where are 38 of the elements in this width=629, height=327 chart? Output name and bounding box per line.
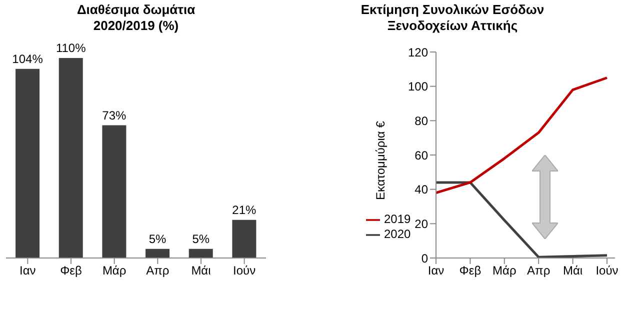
x-tick-label: Απρ [527, 264, 550, 278]
bar [232, 220, 256, 258]
y-tick-label: 0 [421, 251, 428, 266]
bar [58, 58, 83, 258]
data-label: 73% [102, 108, 127, 122]
y-tick-label: 60 [414, 148, 428, 162]
y-tick-label: 20 [414, 216, 428, 231]
x-tick-label: Μάι [562, 264, 583, 278]
data-label: 21% [232, 202, 257, 217]
chart-title: Εκτίμηση Συνολικών Εσόδων Ξενοδοχείων Αττικής [360, 2, 546, 35]
x-tick-label: Απρ [146, 264, 170, 278]
line-series [434, 181, 608, 258]
x-tick-label: Ιούν [233, 264, 256, 278]
bar [102, 125, 126, 258]
x-tick-label: Ιούν [596, 264, 618, 278]
x-tick-label: Μάρ [102, 264, 126, 278]
y-tick-label: 80 [414, 114, 428, 128]
x-tick-label: Μάι [191, 264, 212, 278]
data-label: 104% [12, 52, 44, 66]
legend-label: 2019 [384, 212, 411, 226]
line-series [434, 76, 608, 194]
y-tick-label: 40 [414, 182, 428, 197]
y-axis-title: Εκατομμύρια € [373, 120, 388, 200]
bar [16, 68, 40, 258]
y-tick-label: 120 [408, 45, 428, 60]
data-label: 5% [148, 232, 167, 246]
chart-title: Διαθέσιμα δωμάτια 2020/2019 (%) [76, 2, 196, 35]
x-tick-label: Μάρ [492, 264, 516, 278]
data-label: 110% [56, 41, 86, 55]
x-tick-label: Ιαν [20, 264, 36, 278]
bar [146, 248, 170, 258]
y-tick-label: 100 [408, 80, 428, 94]
x-tick-label: Ιαν [428, 264, 444, 278]
legend-label: 2020 [384, 227, 411, 242]
x-tick-label: Φεβ [60, 264, 82, 278]
data-label: 5% [192, 232, 210, 246]
bar [188, 248, 213, 258]
x-tick-label: Φεβ [459, 264, 482, 278]
